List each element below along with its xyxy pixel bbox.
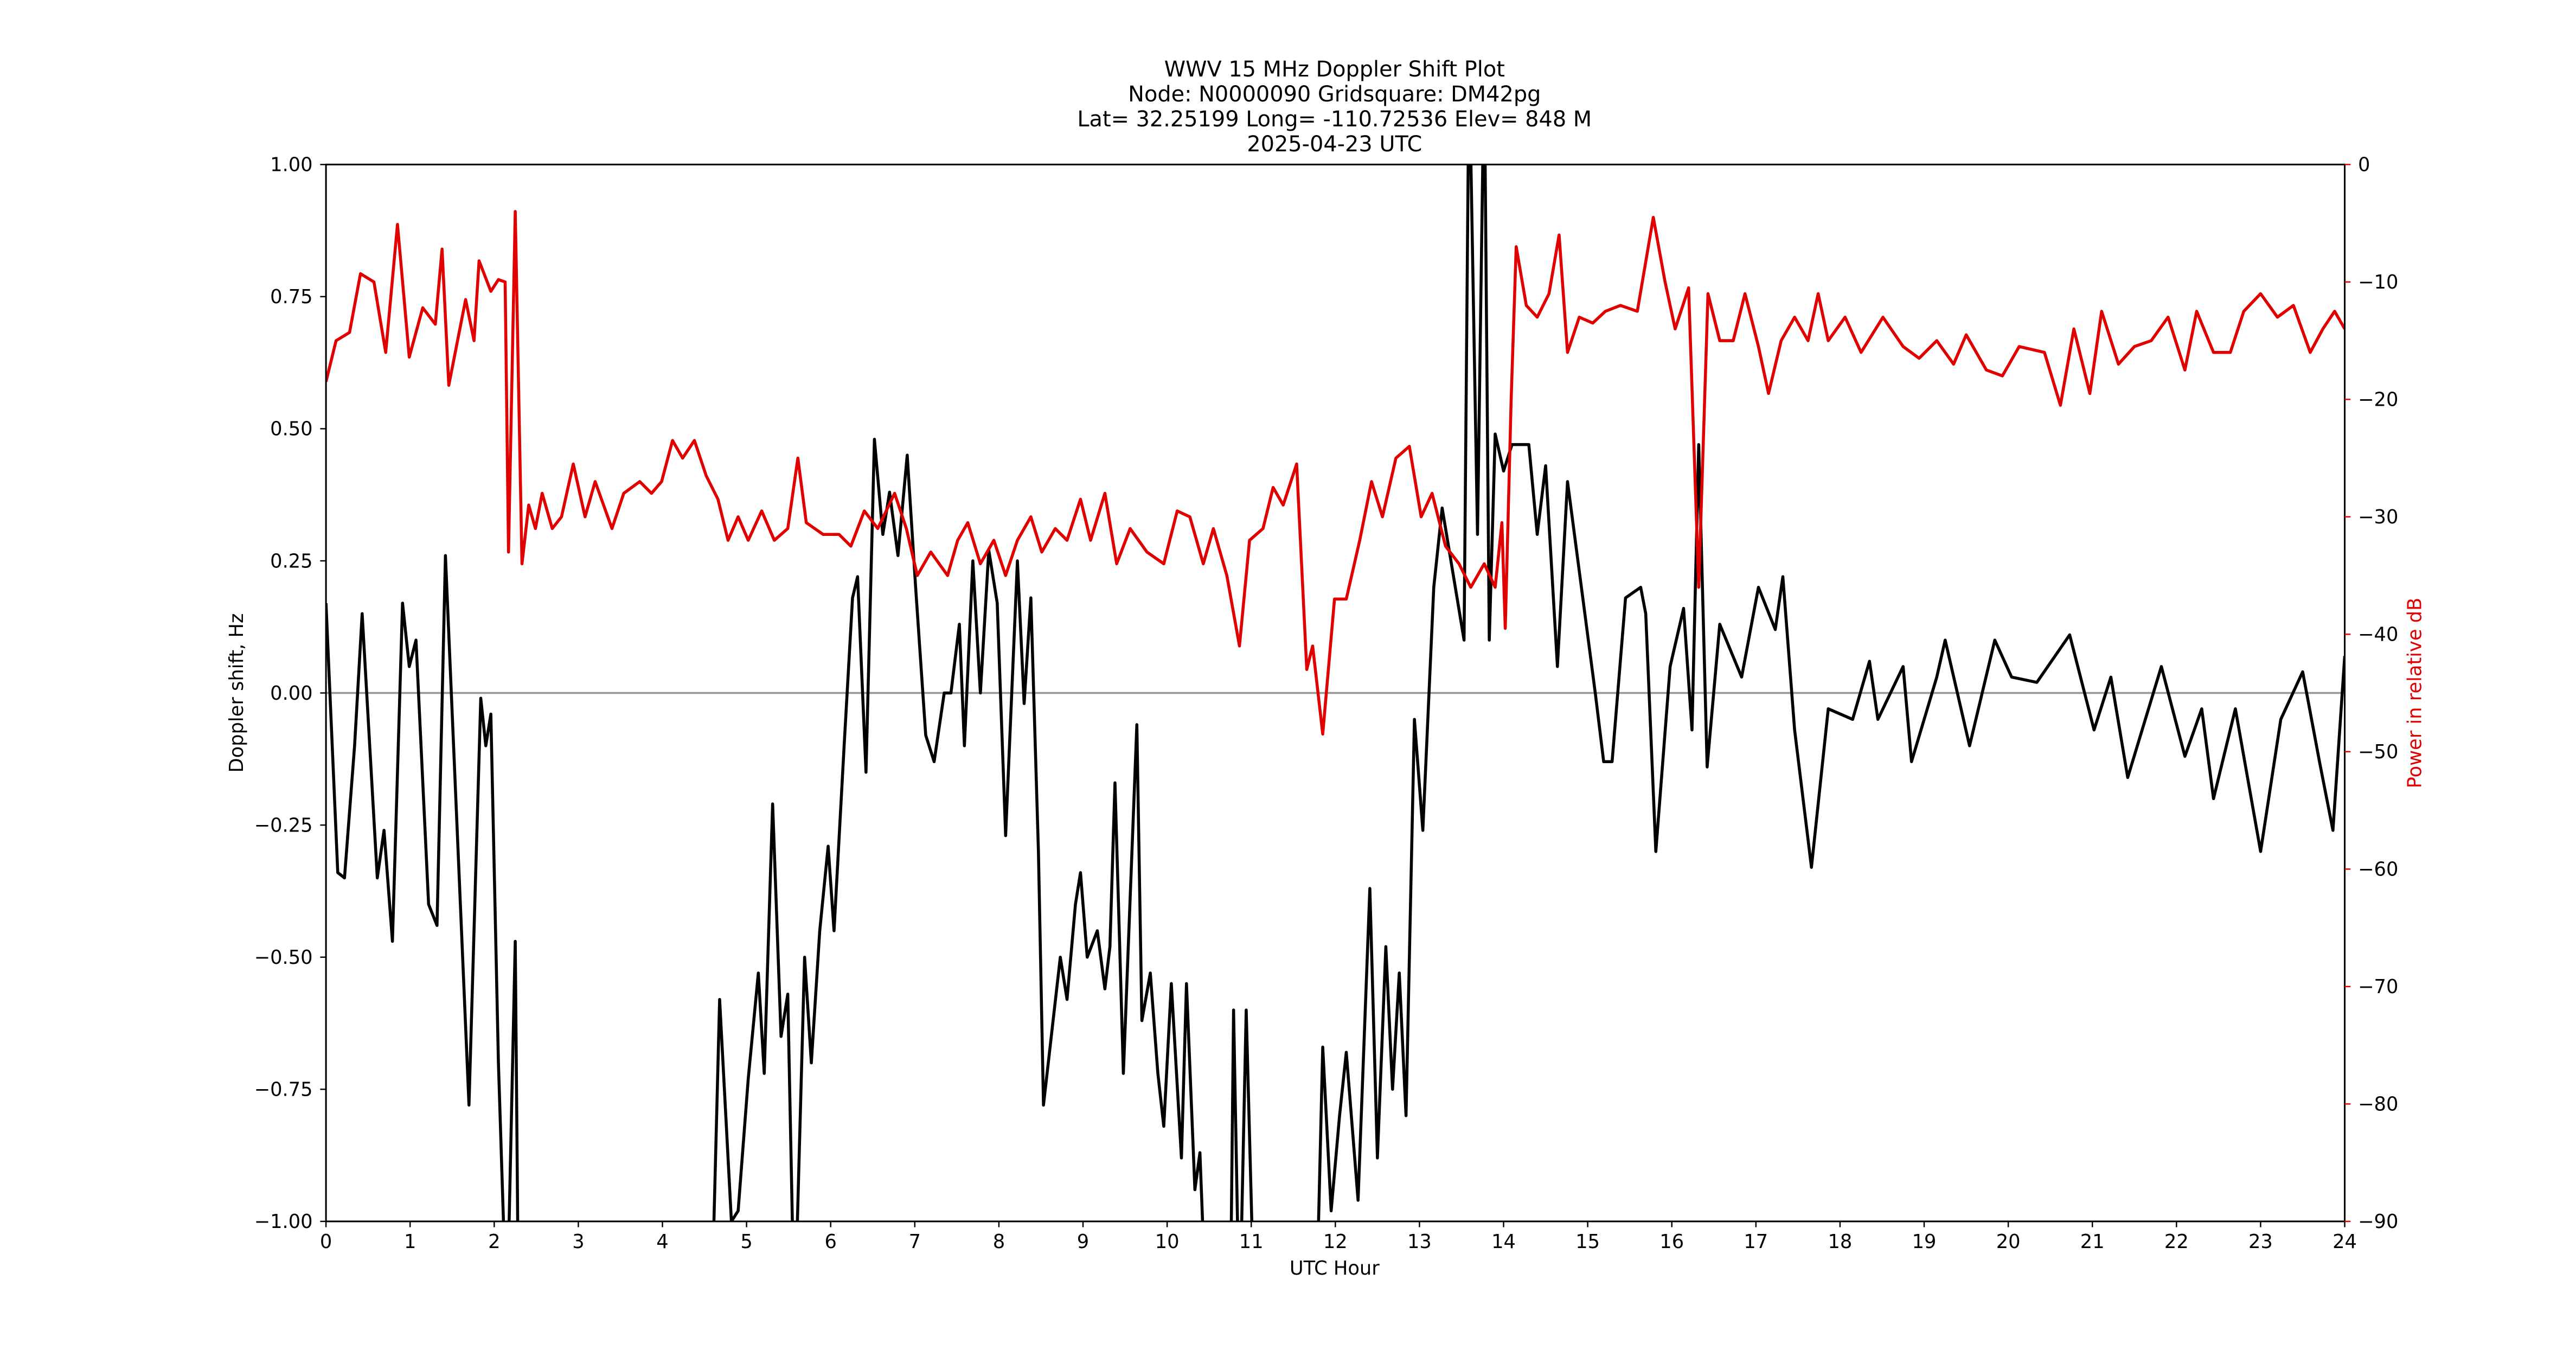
y2-tick-label: −80 xyxy=(2358,1093,2398,1116)
x-tick-label: 24 xyxy=(2333,1231,2357,1253)
plot-area xyxy=(326,164,2345,1221)
x-tick-label: 17 xyxy=(1744,1231,1768,1253)
x-tick-label: 1 xyxy=(404,1231,416,1253)
chart-subtitle: 2025-04-23 UTC xyxy=(1247,132,1422,157)
y2-tick-label: −50 xyxy=(2358,741,2398,763)
chart-subtitle: Lat= 32.25199 Long= -110.72536 Elev= 848… xyxy=(1077,107,1592,132)
y-tick-label: 0.75 xyxy=(270,286,312,308)
y2-tick-label: −20 xyxy=(2358,389,2398,411)
y2-tick-label: −10 xyxy=(2358,271,2398,293)
x-tick-label: 15 xyxy=(1575,1231,1600,1253)
y-tick-label: 0.50 xyxy=(270,418,312,440)
y-tick-label: −0.25 xyxy=(254,814,313,836)
x-tick-label: 3 xyxy=(572,1231,584,1253)
x-tick-label: 4 xyxy=(656,1231,668,1253)
x-tick-label: 16 xyxy=(1659,1231,1684,1253)
chart-subtitle: Node: N0000090 Gridsquare: DM42pg xyxy=(1128,82,1541,107)
x-tick-label: 6 xyxy=(824,1231,836,1253)
x-tick-label: 13 xyxy=(1407,1231,1432,1253)
y2-tick-label: −30 xyxy=(2358,506,2398,528)
x-tick-label: 10 xyxy=(1155,1231,1180,1253)
y-tick-label: −0.75 xyxy=(254,1079,313,1101)
x-tick-label: 9 xyxy=(1077,1231,1089,1253)
y-tick-label: −1.00 xyxy=(254,1211,313,1233)
plot-frame xyxy=(325,163,2346,1223)
x-tick-label: 20 xyxy=(1996,1231,2021,1253)
x-tick-label: 23 xyxy=(2248,1231,2273,1253)
y2-axis-label: Power in relative dB xyxy=(2404,598,2426,789)
x-tick-label: 0 xyxy=(320,1231,332,1253)
x-tick-label: 7 xyxy=(909,1231,921,1253)
x-tick-label: 18 xyxy=(1828,1231,1853,1253)
y-tick-label: −0.50 xyxy=(254,946,313,969)
data-line xyxy=(326,164,2345,1221)
x-tick-label: 14 xyxy=(1491,1231,1516,1253)
x-tick-label: 11 xyxy=(1239,1231,1264,1253)
x-tick-label: 8 xyxy=(993,1231,1005,1253)
x-tick-label: 2 xyxy=(488,1231,500,1253)
y-tick-label: 0.00 xyxy=(270,682,312,705)
y2-tick-label: −70 xyxy=(2358,976,2398,998)
data-line xyxy=(326,210,2345,736)
y-tick-label: 1.00 xyxy=(270,154,312,176)
y2-tick-label: −60 xyxy=(2358,859,2398,881)
y2-tick-label: −90 xyxy=(2358,1211,2398,1233)
chart-title: WWV 15 MHz Doppler Shift Plot xyxy=(1164,57,1505,82)
x-tick-label: 22 xyxy=(2164,1231,2189,1253)
y-axis-label: Doppler shift, Hz xyxy=(226,613,248,773)
x-axis-label: UTC Hour xyxy=(1290,1257,1380,1280)
x-tick-label: 19 xyxy=(1912,1231,1937,1253)
x-tick-label: 21 xyxy=(2080,1231,2105,1253)
x-tick-label: 12 xyxy=(1323,1231,1348,1253)
y2-tick-label: 0 xyxy=(2358,154,2370,176)
y-tick-label: 0.25 xyxy=(270,550,312,572)
x-tick-label: 5 xyxy=(740,1231,752,1253)
y2-tick-label: −40 xyxy=(2358,624,2398,646)
